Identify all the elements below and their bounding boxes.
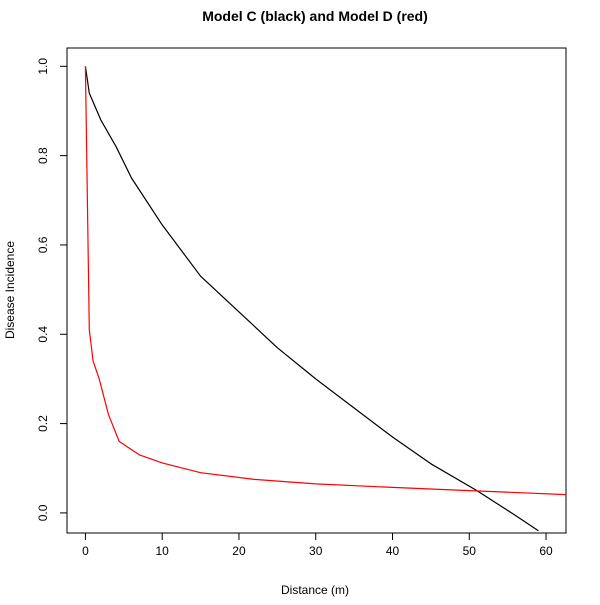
y-axis-label: Disease Incidence <box>3 241 17 339</box>
chart-title: Model C (black) and Model D (red) <box>202 8 428 24</box>
y-tick-label: 0.4 <box>36 326 50 343</box>
y-tick-label: 0.2 <box>36 415 50 432</box>
x-tick-label: 60 <box>539 544 553 558</box>
series-line-model-c <box>84 66 539 532</box>
x-axis-label: Distance (m) <box>281 583 349 597</box>
x-tick-label: 0 <box>82 544 89 558</box>
plot-box <box>66 47 567 534</box>
y-tick-label: 0.0 <box>36 504 50 521</box>
x-tick-label: 20 <box>232 544 246 558</box>
x-tick-label: 10 <box>156 544 170 558</box>
series-line-model-d <box>84 66 567 496</box>
x-tick-label: 40 <box>386 544 400 558</box>
x-tick-label: 30 <box>309 544 323 558</box>
y-tick-label: 0.6 <box>36 236 50 253</box>
x-tick-label: 50 <box>463 544 477 558</box>
y-tick-label: 0.8 <box>36 147 50 164</box>
y-tick-label: 1.0 <box>36 58 50 75</box>
